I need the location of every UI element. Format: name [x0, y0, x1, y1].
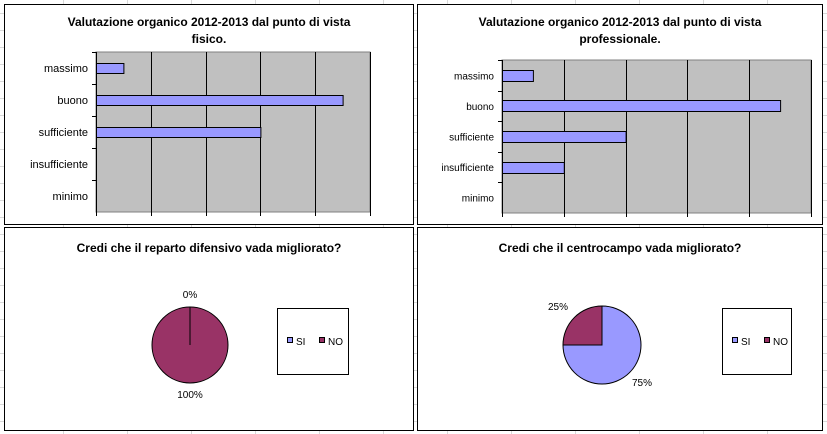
legend-box — [277, 308, 349, 375]
chart-title-difensivo: Credi che il reparto difensivo vada migl… — [76, 241, 342, 255]
legend-label-no: NO — [773, 337, 788, 348]
chart-panel-difensivo[interactable]: Credi che il reparto difensivo vada migl… — [4, 227, 414, 431]
chart-title-centrocampo: Credi che il centrocampo vada migliorato… — [498, 241, 742, 255]
bar-insufficiente — [502, 162, 565, 174]
data-label-si: 0% — [183, 290, 198, 301]
category-label: buono — [57, 95, 88, 107]
data-label-no: 25% — [548, 302, 568, 313]
legend-swatch-si — [287, 337, 293, 343]
pie-chart-difensivo: 0% 100% SI NO — [151, 290, 349, 401]
bar-chart-professionale: massimo buono sufficiente insufficiente mini… — [441, 59, 812, 217]
pie-slice-no — [562, 305, 603, 346]
category-label: massimo — [44, 63, 88, 75]
category-label: minimo — [462, 194, 495, 205]
category-label: minimo — [53, 191, 88, 203]
chart-panel-centrocampo[interactable]: Credi che il centrocampo vada migliorato… — [417, 227, 823, 431]
legend-label-si: SI — [296, 337, 305, 348]
chart-panel-professionale[interactable]: Valutazione organico 2012-2013 dal punto… — [417, 4, 823, 225]
category-label: buono — [466, 102, 494, 113]
legend-swatch-si — [732, 337, 738, 343]
data-label-si: 75% — [632, 378, 652, 389]
chart-panel-fisico[interactable]: Valutazione organico 2012-2013 dal punto… — [4, 4, 414, 225]
chart-title-fisico: Valutazione organico 2012-2013 dal punto… — [67, 15, 351, 46]
legend-label-no: NO — [328, 337, 343, 348]
data-label-no: 100% — [177, 390, 203, 401]
bar-sufficiente — [502, 131, 627, 143]
bar-sufficiente — [96, 127, 262, 138]
legend-label-si: SI — [741, 337, 750, 348]
bar-buono — [96, 95, 344, 106]
bar-massimo — [96, 63, 125, 74]
bar-buono — [502, 100, 782, 112]
category-label: sufficiente — [449, 133, 494, 144]
bar-chart-fisico: massimo buono sufficiente insufficiente mini… — [30, 51, 371, 216]
legend-swatch-no — [764, 337, 770, 343]
pie-chart-centrocampo: 75% 25% SI NO — [548, 302, 792, 389]
chart-title-professionale: Valutazione organico 2012-2013 dal punto… — [478, 15, 762, 46]
category-label: insufficiente — [30, 159, 88, 171]
category-label: insufficiente — [441, 163, 494, 174]
bar-massimo — [502, 70, 534, 82]
category-label: sufficiente — [39, 127, 88, 139]
category-label: massimo — [454, 71, 494, 82]
legend-swatch-no — [319, 337, 325, 343]
